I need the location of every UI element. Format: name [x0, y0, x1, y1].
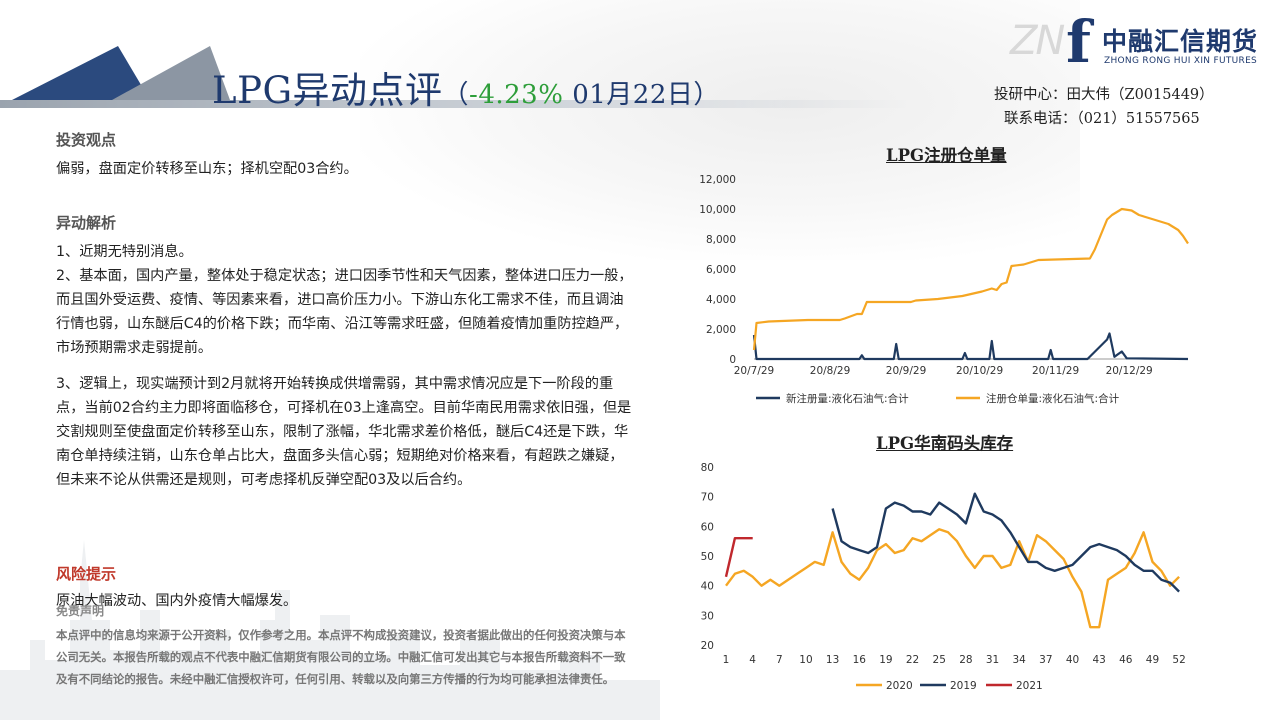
company-logo: ZN f 中融汇信期货 ZHONG RONG HUI XIN FUTURES	[1010, 8, 1270, 76]
series-line-2020	[725, 528, 1180, 629]
contact-block: 投研中心：田大伟（Z0015449） 联系电话：（021）51557565	[994, 83, 1214, 131]
series-line-new-registration	[752, 332, 1189, 361]
x-tick-label: 31	[986, 654, 999, 666]
y-tick-label: 6,000	[706, 264, 736, 276]
y-tick-label: 12,000	[699, 174, 736, 186]
header-triangle-decoration	[12, 46, 230, 100]
view-title: 投资观点	[56, 131, 117, 149]
x-tick-label: 7	[776, 654, 783, 666]
south-china-inventory-chart: 20 30 40 50 60 70 80 1 4 7 10 13 16 19 22 25 28 31 34 37 40 4…	[701, 462, 1186, 692]
x-tick-label: 13	[826, 654, 839, 666]
view-text: 偏弱，盘面定价转移至山东；择机空配03合约。	[56, 161, 358, 177]
x-tick-label: 20/9/29	[886, 365, 926, 377]
y-tick-label: 40	[701, 581, 714, 593]
y-tick-label: 60	[701, 521, 714, 533]
analysis-p2: 2、基本面，国内产量，整体处于稳定状态；进口因季节性和天气因素，整体进口压力一般…	[56, 268, 633, 356]
x-tick-label: 20/8/29	[810, 365, 850, 377]
y-tick-label: 10,000	[699, 204, 736, 216]
x-tick-label: 37	[1039, 654, 1052, 666]
legend-label: 注册仓单量:液化石油气:合计	[986, 392, 1120, 405]
x-tick-label: 46	[1119, 654, 1133, 666]
risk-title: 风险提示	[56, 565, 117, 583]
legend-label: 2021	[1016, 680, 1043, 692]
x-tick-label: 28	[959, 654, 972, 666]
x-tick-label: 40	[1066, 654, 1079, 666]
analyst-line: 投研中心：田大伟（Z0015449）	[994, 87, 1214, 103]
x-tick-label: 34	[1013, 654, 1027, 666]
x-tick-label: 20/11/29	[1032, 365, 1079, 377]
y-tick-label: 30	[701, 610, 714, 622]
x-tick-label: 25	[933, 654, 946, 666]
title-paren-close: ）	[693, 80, 720, 110]
y-tick-label: 50	[701, 551, 714, 563]
y-tick-label: 70	[701, 492, 714, 504]
legend-label: 新注册量:液化石油气:合计	[786, 392, 909, 405]
title-pct-change: -4.23%	[469, 80, 564, 110]
x-tick-label: 1	[723, 654, 730, 666]
disclaimer-title: 免责声明	[56, 604, 105, 618]
y-tick-label: 20	[701, 640, 714, 652]
header-band	[0, 100, 910, 108]
y-tick-label: 0	[729, 354, 736, 366]
legend-label: 2020	[886, 680, 913, 692]
city-skyline-background	[0, 540, 660, 720]
logo-cn: 中融汇信期货	[1102, 27, 1259, 56]
risk-text: 原油大幅波动、国内外疫情大幅爆发。	[56, 593, 298, 609]
disclaimer-text: 本点评中的信息均来源于公开资料，仅作参考之用。本点评不构成投资建议，投资者据此做…	[56, 628, 626, 686]
analysis-p1: 1、近期无特别消息。	[56, 244, 193, 260]
series-line-2021	[724, 536, 753, 578]
chart1-title: LPG注册仓单量	[886, 146, 1007, 165]
x-tick-label: 10	[799, 654, 812, 666]
x-tick-label: 20/12/29	[1106, 365, 1153, 377]
title-date: 01月22日	[563, 80, 694, 110]
y-tick-label: 80	[701, 462, 714, 474]
y-tick-label: 4,000	[706, 294, 736, 306]
analysis-p3: 3、逻辑上，现实端预计到2月就将开始转换成供增需弱，其中需求情况应是下一阶段的重…	[56, 376, 632, 488]
phone-line: 联系电话：（021）51557565	[1004, 111, 1200, 127]
x-tick-label: 16	[853, 654, 867, 666]
x-tick-label: 4	[749, 654, 756, 666]
x-tick-label: 49	[1146, 654, 1159, 666]
x-tick-label: 19	[879, 654, 892, 666]
x-tick-label: 20/7/29	[734, 365, 774, 377]
logo-en: ZHONG RONG HUI XIN FUTURES	[1104, 56, 1258, 66]
x-tick-label: 43	[1092, 654, 1105, 666]
x-tick-label: 20/10/29	[956, 365, 1003, 377]
registered-warrant-chart: 0 2,000 4,000 6,000 8,000 10,000 12,000 20/7/29…	[699, 174, 1189, 405]
chart2-title: LPG华南码头库存	[876, 434, 1014, 453]
x-tick-label: 52	[1172, 654, 1185, 666]
analysis-title: 异动解析	[56, 214, 117, 232]
y-tick-label: 2,000	[706, 324, 736, 336]
title-main: LPG异动点评	[212, 69, 443, 112]
title-paren-open: （	[442, 80, 470, 110]
logo-mark: f	[1066, 8, 1091, 76]
y-tick-label: 8,000	[706, 234, 736, 246]
series-line-2019	[831, 492, 1180, 593]
x-tick-label: 22	[906, 654, 919, 666]
page-title: LPG异动点评（-4.23% 01月22日）	[212, 60, 720, 114]
series-line-registered-warrants	[752, 207, 1189, 351]
logo-zn: ZN	[1010, 18, 1065, 64]
legend-label: 2019	[950, 680, 977, 692]
